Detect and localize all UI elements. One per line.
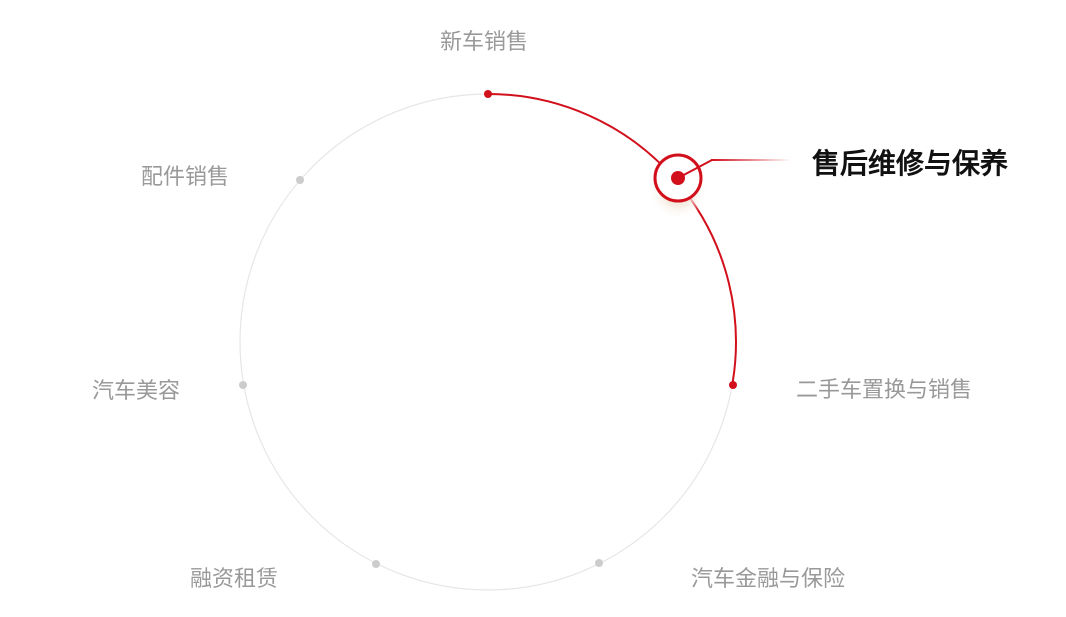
active-connector-fade (711, 159, 791, 161)
node-label-parts[interactable]: 配件销售 (141, 165, 230, 190)
node-dot-leasing[interactable] (372, 560, 380, 568)
node-dot-parts[interactable] (296, 176, 304, 184)
node-label-finance[interactable]: 汽车金融与保险 (691, 567, 846, 592)
progress-arc (487, 93, 737, 386)
node-label-beauty[interactable]: 汽车美容 (92, 379, 181, 404)
node-label-used-car[interactable]: 二手车置换与销售 (796, 378, 973, 403)
node-label-after-sales[interactable]: 售后维修与保养 (812, 147, 1009, 180)
active-connector (677, 159, 713, 179)
node-label-leasing[interactable]: 融资租赁 (190, 567, 279, 592)
node-dot-new-car[interactable] (484, 90, 492, 98)
node-dot-beauty[interactable] (239, 381, 247, 389)
node-dot-finance[interactable] (595, 559, 603, 567)
node-label-new-car[interactable]: 新车销售 (440, 30, 529, 55)
node-dot-used-car[interactable] (729, 381, 737, 389)
